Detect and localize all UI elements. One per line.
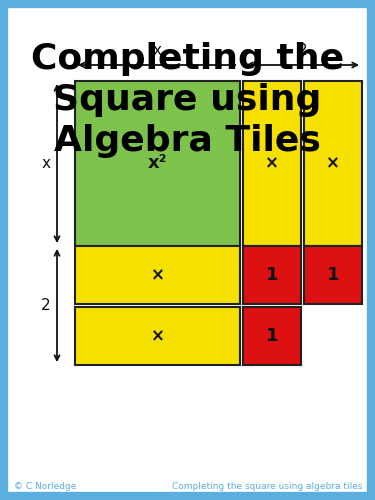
Text: ×: ×: [326, 154, 340, 172]
Bar: [304, 81, 362, 246]
Text: 2: 2: [41, 298, 51, 313]
Text: 1: 1: [266, 327, 278, 345]
Text: 1: 1: [266, 266, 278, 284]
Text: Completing the square using algebra tiles: Completing the square using algebra tile…: [171, 482, 362, 491]
Text: © C Norledge: © C Norledge: [14, 482, 76, 491]
Bar: [243, 81, 301, 246]
Bar: [243, 246, 301, 304]
Text: 1: 1: [327, 266, 339, 284]
Text: ×: ×: [150, 327, 164, 345]
Text: x: x: [153, 43, 162, 58]
Bar: [75, 246, 240, 304]
Text: x²: x²: [148, 154, 167, 172]
Bar: [243, 307, 301, 365]
Bar: [304, 246, 362, 304]
Bar: [75, 307, 240, 365]
Text: ×: ×: [150, 266, 164, 284]
Text: ×: ×: [265, 154, 279, 172]
FancyBboxPatch shape: [4, 4, 371, 496]
Text: x: x: [42, 156, 51, 171]
Bar: [75, 81, 240, 246]
Text: Completing the
Square using
Algebra Tiles: Completing the Square using Algebra Tile…: [31, 42, 344, 158]
Text: 2: 2: [298, 43, 307, 58]
